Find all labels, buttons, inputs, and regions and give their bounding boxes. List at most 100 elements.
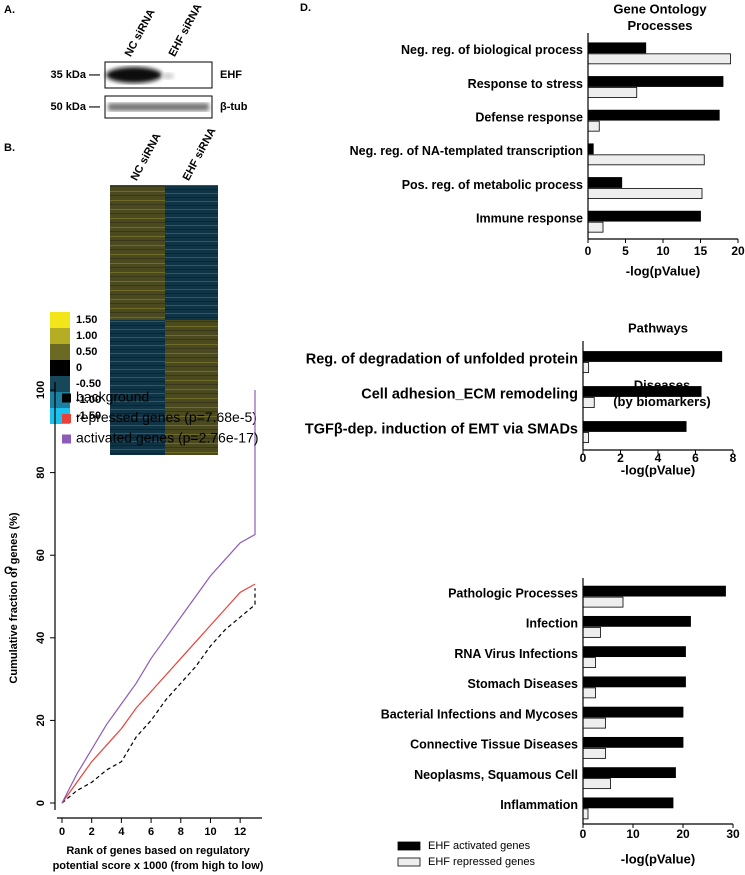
panel-label: D. bbox=[300, 2, 311, 14]
bar bbox=[582, 687, 596, 699]
lane-label: EHF siRNA bbox=[167, 2, 205, 59]
bar bbox=[582, 676, 686, 688]
panel-label: A. bbox=[4, 4, 15, 16]
legend-label: EHF repressed genes bbox=[428, 856, 535, 868]
category-label: Defense response bbox=[475, 110, 583, 124]
bar bbox=[582, 736, 684, 748]
chart-title: Gene Ontology bbox=[613, 1, 707, 16]
bar bbox=[587, 87, 638, 98]
bar bbox=[587, 154, 705, 166]
y-axis-label: Cumulative fraction of genes (%) bbox=[8, 512, 20, 683]
bar bbox=[587, 188, 703, 199]
x-tick-label: 8 bbox=[730, 451, 737, 465]
colorbar-block bbox=[50, 312, 70, 328]
bar bbox=[582, 657, 596, 669]
legend-swatch bbox=[62, 393, 71, 403]
legend-label: EHF activated genes bbox=[428, 840, 531, 852]
colorbar-label: -1.50 bbox=[76, 410, 101, 422]
band-label: β-tub bbox=[220, 101, 248, 113]
category-label: Neg. reg. of biological process bbox=[401, 43, 583, 57]
x-tick-label: 6 bbox=[692, 451, 699, 465]
bar bbox=[587, 177, 623, 188]
bar bbox=[587, 143, 594, 155]
bar bbox=[582, 421, 687, 432]
category-label: RNA Virus Infections bbox=[454, 647, 578, 661]
chart-title: Processes bbox=[627, 18, 692, 33]
x-tick-label: 10 bbox=[656, 244, 670, 258]
bar bbox=[582, 778, 611, 790]
x-tick-label: 0 bbox=[585, 244, 592, 258]
colorbar-block bbox=[50, 328, 70, 344]
bar bbox=[582, 596, 624, 608]
bar bbox=[582, 351, 723, 362]
legend-swatch bbox=[62, 434, 71, 444]
y-tick-label: 80 bbox=[35, 466, 47, 478]
x-axis-label: -log(pValue) bbox=[621, 851, 695, 866]
category-label: Neoplasms, Squamous Cell bbox=[414, 768, 578, 782]
marker-label: 50 kDa — bbox=[50, 101, 100, 113]
heatmap-block bbox=[165, 185, 218, 320]
bar bbox=[582, 808, 589, 820]
heatmap-block bbox=[165, 320, 218, 455]
category-label: Neg. reg. of NA-templated transcription bbox=[350, 144, 583, 158]
colorbar-label: -0.50 bbox=[76, 378, 101, 390]
y-tick-label: 100 bbox=[35, 381, 47, 399]
bar bbox=[582, 615, 691, 627]
category-label: Connective Tissue Diseases bbox=[410, 738, 578, 752]
bar bbox=[582, 626, 601, 638]
category-label: Pos. reg. of metabolic process bbox=[402, 178, 583, 192]
x-tick-label: 20 bbox=[676, 827, 690, 841]
legend-swatch bbox=[397, 841, 421, 851]
colorbar-label: 1.50 bbox=[76, 314, 97, 326]
colorbar-label: -1.00 bbox=[76, 394, 101, 406]
bar bbox=[587, 120, 600, 132]
y-tick-label: 0 bbox=[35, 800, 47, 806]
bar bbox=[587, 42, 647, 54]
x-tick-label: 4 bbox=[655, 451, 662, 465]
legend-label: background bbox=[76, 389, 149, 405]
bar bbox=[582, 362, 590, 373]
x-axis-label: -log(pValue) bbox=[621, 462, 695, 477]
blot-band bbox=[108, 103, 209, 111]
bar bbox=[587, 210, 701, 222]
category-label: Response to stress bbox=[468, 77, 583, 91]
x-tick-label: 0 bbox=[59, 826, 65, 838]
bar bbox=[582, 706, 684, 718]
category-label: Cell adhesion_ECM remodeling bbox=[361, 386, 578, 402]
chart-title: Pathways bbox=[628, 320, 688, 335]
series-line bbox=[61, 588, 256, 804]
x-tick-label: 15 bbox=[694, 244, 708, 258]
x-tick-label: 2 bbox=[89, 826, 95, 838]
x-axis-label: Rank of genes based on regulatory bbox=[66, 845, 250, 857]
bar bbox=[582, 797, 674, 809]
x-tick-label: 0 bbox=[580, 827, 587, 841]
bar bbox=[587, 76, 724, 87]
legend-swatch bbox=[62, 414, 71, 423]
bar bbox=[582, 646, 686, 658]
bar bbox=[582, 767, 676, 779]
series-line bbox=[61, 390, 256, 804]
x-tick-label: 4 bbox=[118, 826, 125, 838]
legend-label: repressed genes (p=7.68e-5) bbox=[76, 409, 257, 425]
x-tick-label: 8 bbox=[178, 826, 184, 838]
bar bbox=[582, 747, 606, 759]
category-label: TGFβ-dep. induction of EMT via SMADs bbox=[305, 421, 578, 437]
column-label: EHF siRNA bbox=[181, 126, 219, 183]
x-tick-label: 20 bbox=[731, 244, 745, 258]
bar bbox=[582, 585, 726, 597]
chart-title: Diseases bbox=[634, 377, 690, 392]
y-tick-label: 60 bbox=[35, 549, 47, 561]
colorbar-label: 1.00 bbox=[76, 330, 97, 342]
colorbar-label: 0.50 bbox=[76, 346, 97, 358]
bar bbox=[587, 221, 604, 233]
lane-label: NC siRNA bbox=[123, 7, 158, 59]
colorbar-block bbox=[50, 344, 70, 360]
x-tick-label: 30 bbox=[726, 827, 740, 841]
bar bbox=[587, 109, 720, 121]
chart-title: (by biomarkers) bbox=[613, 394, 711, 409]
blot-band bbox=[106, 67, 162, 83]
x-tick-label: 10 bbox=[204, 826, 216, 838]
bar bbox=[582, 717, 606, 729]
heatmap-block bbox=[110, 185, 165, 320]
